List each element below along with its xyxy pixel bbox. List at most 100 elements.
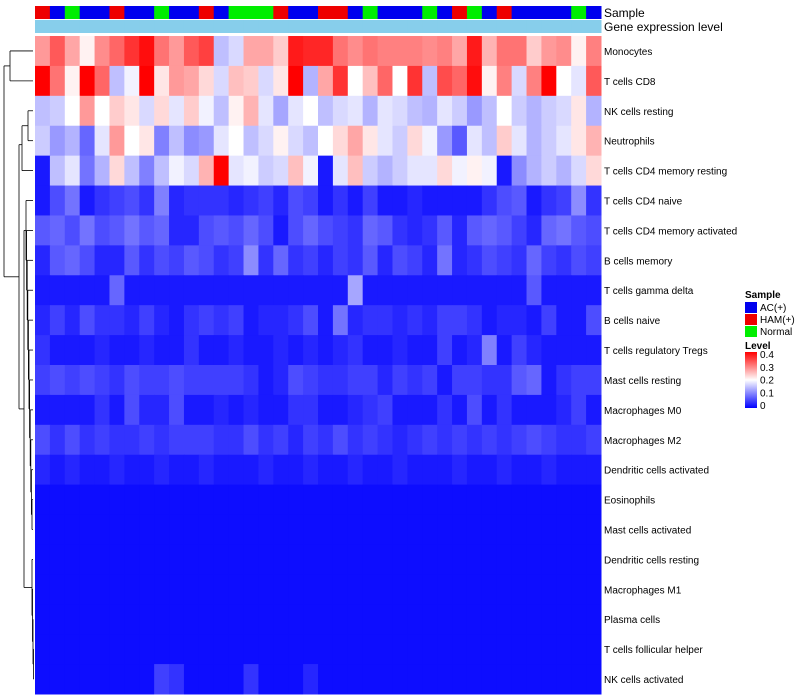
heatmap-cell (586, 365, 602, 396)
heatmap-cell (437, 365, 453, 396)
heatmap-cell (303, 65, 319, 97)
heatmap-cell (466, 514, 483, 545)
heatmap-cell (288, 604, 304, 635)
heatmap-cell (154, 65, 170, 97)
heatmap-cell (124, 484, 140, 516)
heatmap-cell (154, 215, 170, 246)
heatmap-cell (258, 185, 274, 216)
heatmap-cell (511, 604, 528, 635)
heatmap-cell (139, 394, 155, 426)
heatmap-cell (481, 574, 498, 605)
heatmap-cell (303, 604, 319, 635)
heatmap-cell (258, 484, 274, 516)
heatmap-cell (362, 95, 379, 127)
heatmap-cell (392, 365, 408, 396)
heatmap-cell (481, 514, 498, 545)
heatmap-cell (481, 36, 498, 67)
heatmap-cell (362, 125, 379, 157)
heatmap-cell (377, 424, 393, 456)
heatmap-cell (392, 215, 408, 246)
legend-level-tick: 0.3 (760, 363, 774, 374)
heatmap-cell (139, 604, 155, 635)
heatmap-cell (437, 305, 453, 336)
expression-annotation-cell (541, 20, 557, 33)
row-label: Macrophages M1 (604, 585, 682, 596)
heatmap-cell (496, 36, 513, 67)
heatmap-cell (124, 245, 140, 276)
heatmap-cell (183, 155, 200, 187)
heatmap-cell (258, 65, 274, 97)
heatmap-cell (35, 394, 51, 426)
heatmap-cell (362, 365, 379, 396)
heatmap-cell (64, 335, 81, 366)
heatmap-cell (79, 604, 96, 635)
heatmap-cell (466, 215, 483, 246)
heatmap-cell (318, 484, 334, 516)
heatmap-cell (64, 664, 81, 695)
heatmap-cell (452, 335, 468, 366)
heatmap-cell (303, 634, 319, 665)
heatmap-cell (198, 454, 215, 486)
legend-swatch (745, 314, 757, 325)
heatmap-cell (481, 604, 498, 635)
heatmap-cell (586, 65, 602, 97)
heatmap-cell (318, 365, 334, 396)
heatmap-cell (273, 514, 289, 545)
heatmap-cell (64, 185, 81, 216)
heatmap-cell (169, 125, 185, 157)
heatmap-cell (377, 275, 393, 306)
heatmap-cell (213, 185, 230, 216)
heatmap-cell (49, 604, 66, 635)
heatmap-cell (303, 484, 319, 516)
heatmap-cell (109, 424, 125, 456)
heatmap-cell (541, 514, 557, 545)
sample-annotation-cell (586, 6, 602, 19)
heatmap-cell (466, 604, 483, 635)
heatmap-cell (422, 454, 438, 486)
heatmap-cell (303, 275, 319, 306)
sample-annotation-cell (571, 6, 587, 19)
heatmap-cell (94, 544, 110, 575)
heatmap-cell (526, 574, 542, 605)
heatmap-cell (228, 245, 245, 276)
expression-annotation-cell (392, 20, 408, 33)
heatmap-cell (541, 215, 557, 246)
heatmap-cell (377, 185, 393, 216)
expression-annotation-cell (481, 20, 498, 33)
heatmap-cell (466, 275, 483, 306)
heatmap-cell (139, 454, 155, 486)
heatmap-cell (258, 95, 274, 127)
sample-annotation-cell (556, 6, 572, 19)
heatmap-cell (213, 36, 230, 67)
heatmap-cell (109, 215, 125, 246)
heatmap-cell (407, 36, 423, 67)
legend-level-tick: 0.2 (760, 376, 774, 387)
heatmap-cell (556, 574, 572, 605)
heatmap-cell (183, 634, 200, 665)
heatmap-cell (273, 604, 289, 635)
heatmap-cell (556, 215, 572, 246)
heatmap-cell (35, 185, 51, 216)
heatmap-cell (556, 424, 572, 456)
heatmap-cell (526, 65, 542, 97)
heatmap-cell (318, 36, 334, 67)
heatmap-cell (377, 305, 393, 336)
heatmap-cell (183, 215, 200, 246)
expression-annotation-cell (586, 20, 602, 33)
heatmap-cell (466, 95, 483, 127)
heatmap-cell (526, 544, 542, 575)
heatmap-cell (288, 634, 304, 665)
heatmap-cell (139, 514, 155, 545)
sample-annotation-cell (198, 6, 215, 19)
heatmap-cell (49, 185, 66, 216)
heatmap-cell (79, 275, 96, 306)
heatmap-cell (139, 185, 155, 216)
heatmap-cell (332, 215, 349, 246)
heatmap-cell (64, 305, 81, 336)
heatmap-cell (392, 634, 408, 665)
heatmap-cell (571, 514, 587, 545)
heatmap-cell (49, 245, 66, 276)
heatmap-cell (169, 664, 185, 695)
heatmap-cell (377, 664, 393, 695)
heatmap-cell (154, 36, 170, 67)
